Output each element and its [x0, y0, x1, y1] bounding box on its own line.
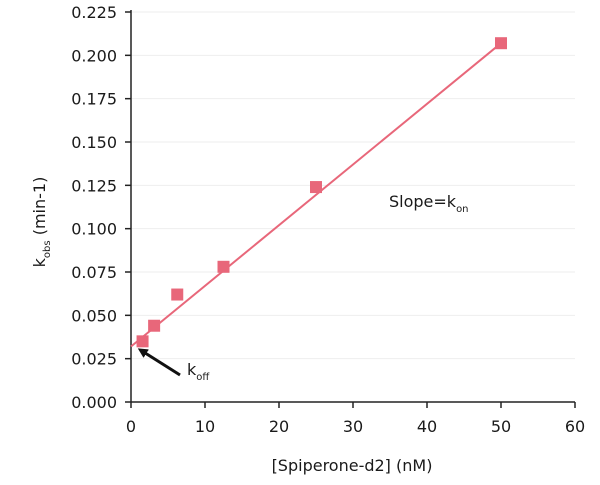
y-axis-title-rest: (min-1): [30, 177, 49, 241]
x-tick-label: 60: [565, 417, 585, 436]
data-points: [136, 37, 507, 348]
slope-annotation-sub: on: [456, 204, 468, 215]
data-point: [217, 260, 230, 273]
y-tick-label: 0.000: [71, 393, 117, 412]
x-tick-label: 20: [269, 417, 289, 436]
y-axis-title: kobs (min-1): [30, 177, 53, 268]
y-tick-label: 0.125: [71, 176, 117, 195]
y-tick-label: 0.225: [71, 3, 117, 22]
x-tick-label: 0: [126, 417, 136, 436]
koff-annotation-main: k: [187, 360, 197, 379]
koff-arrow: [137, 348, 181, 377]
x-tick-label: 10: [195, 417, 215, 436]
koff-annotation: koff: [187, 360, 210, 383]
ticks: 0.000 0.025 0.050 0.075 0.100 0.125 0.150 0.175…: [71, 3, 585, 436]
data-point: [171, 288, 184, 301]
x-tick-label: 30: [343, 417, 363, 436]
x-axis-title: [Spiperone-d2] (nM): [272, 456, 433, 475]
y-tick-label: 0.050: [71, 306, 117, 325]
grid: [131, 11, 575, 403]
data-point: [136, 335, 149, 348]
y-tick-label: 0.150: [71, 133, 117, 152]
data-point: [310, 181, 322, 194]
data-point: [495, 37, 507, 50]
data-point: [148, 319, 161, 332]
y-tick-label: 0.025: [71, 350, 117, 369]
y-tick-label: 0.200: [71, 46, 117, 65]
y-axis-title-main: k: [30, 257, 49, 267]
slope-annotation: Slope=kon: [389, 192, 469, 215]
y-tick-label: 0.175: [71, 90, 117, 109]
y-tick-label: 0.075: [71, 263, 117, 282]
slope-annotation-main: Slope=k: [389, 192, 457, 211]
fit-line-group: [130, 42, 502, 348]
fit-line: [130, 42, 502, 348]
x-tick-label: 40: [417, 417, 437, 436]
koff-annotation-sub: off: [196, 372, 210, 383]
x-tick-label: 50: [491, 417, 511, 436]
y-tick-label: 0.100: [71, 220, 117, 239]
y-axis-title-sub: obs: [42, 240, 53, 258]
axes: [130, 10, 575, 403]
